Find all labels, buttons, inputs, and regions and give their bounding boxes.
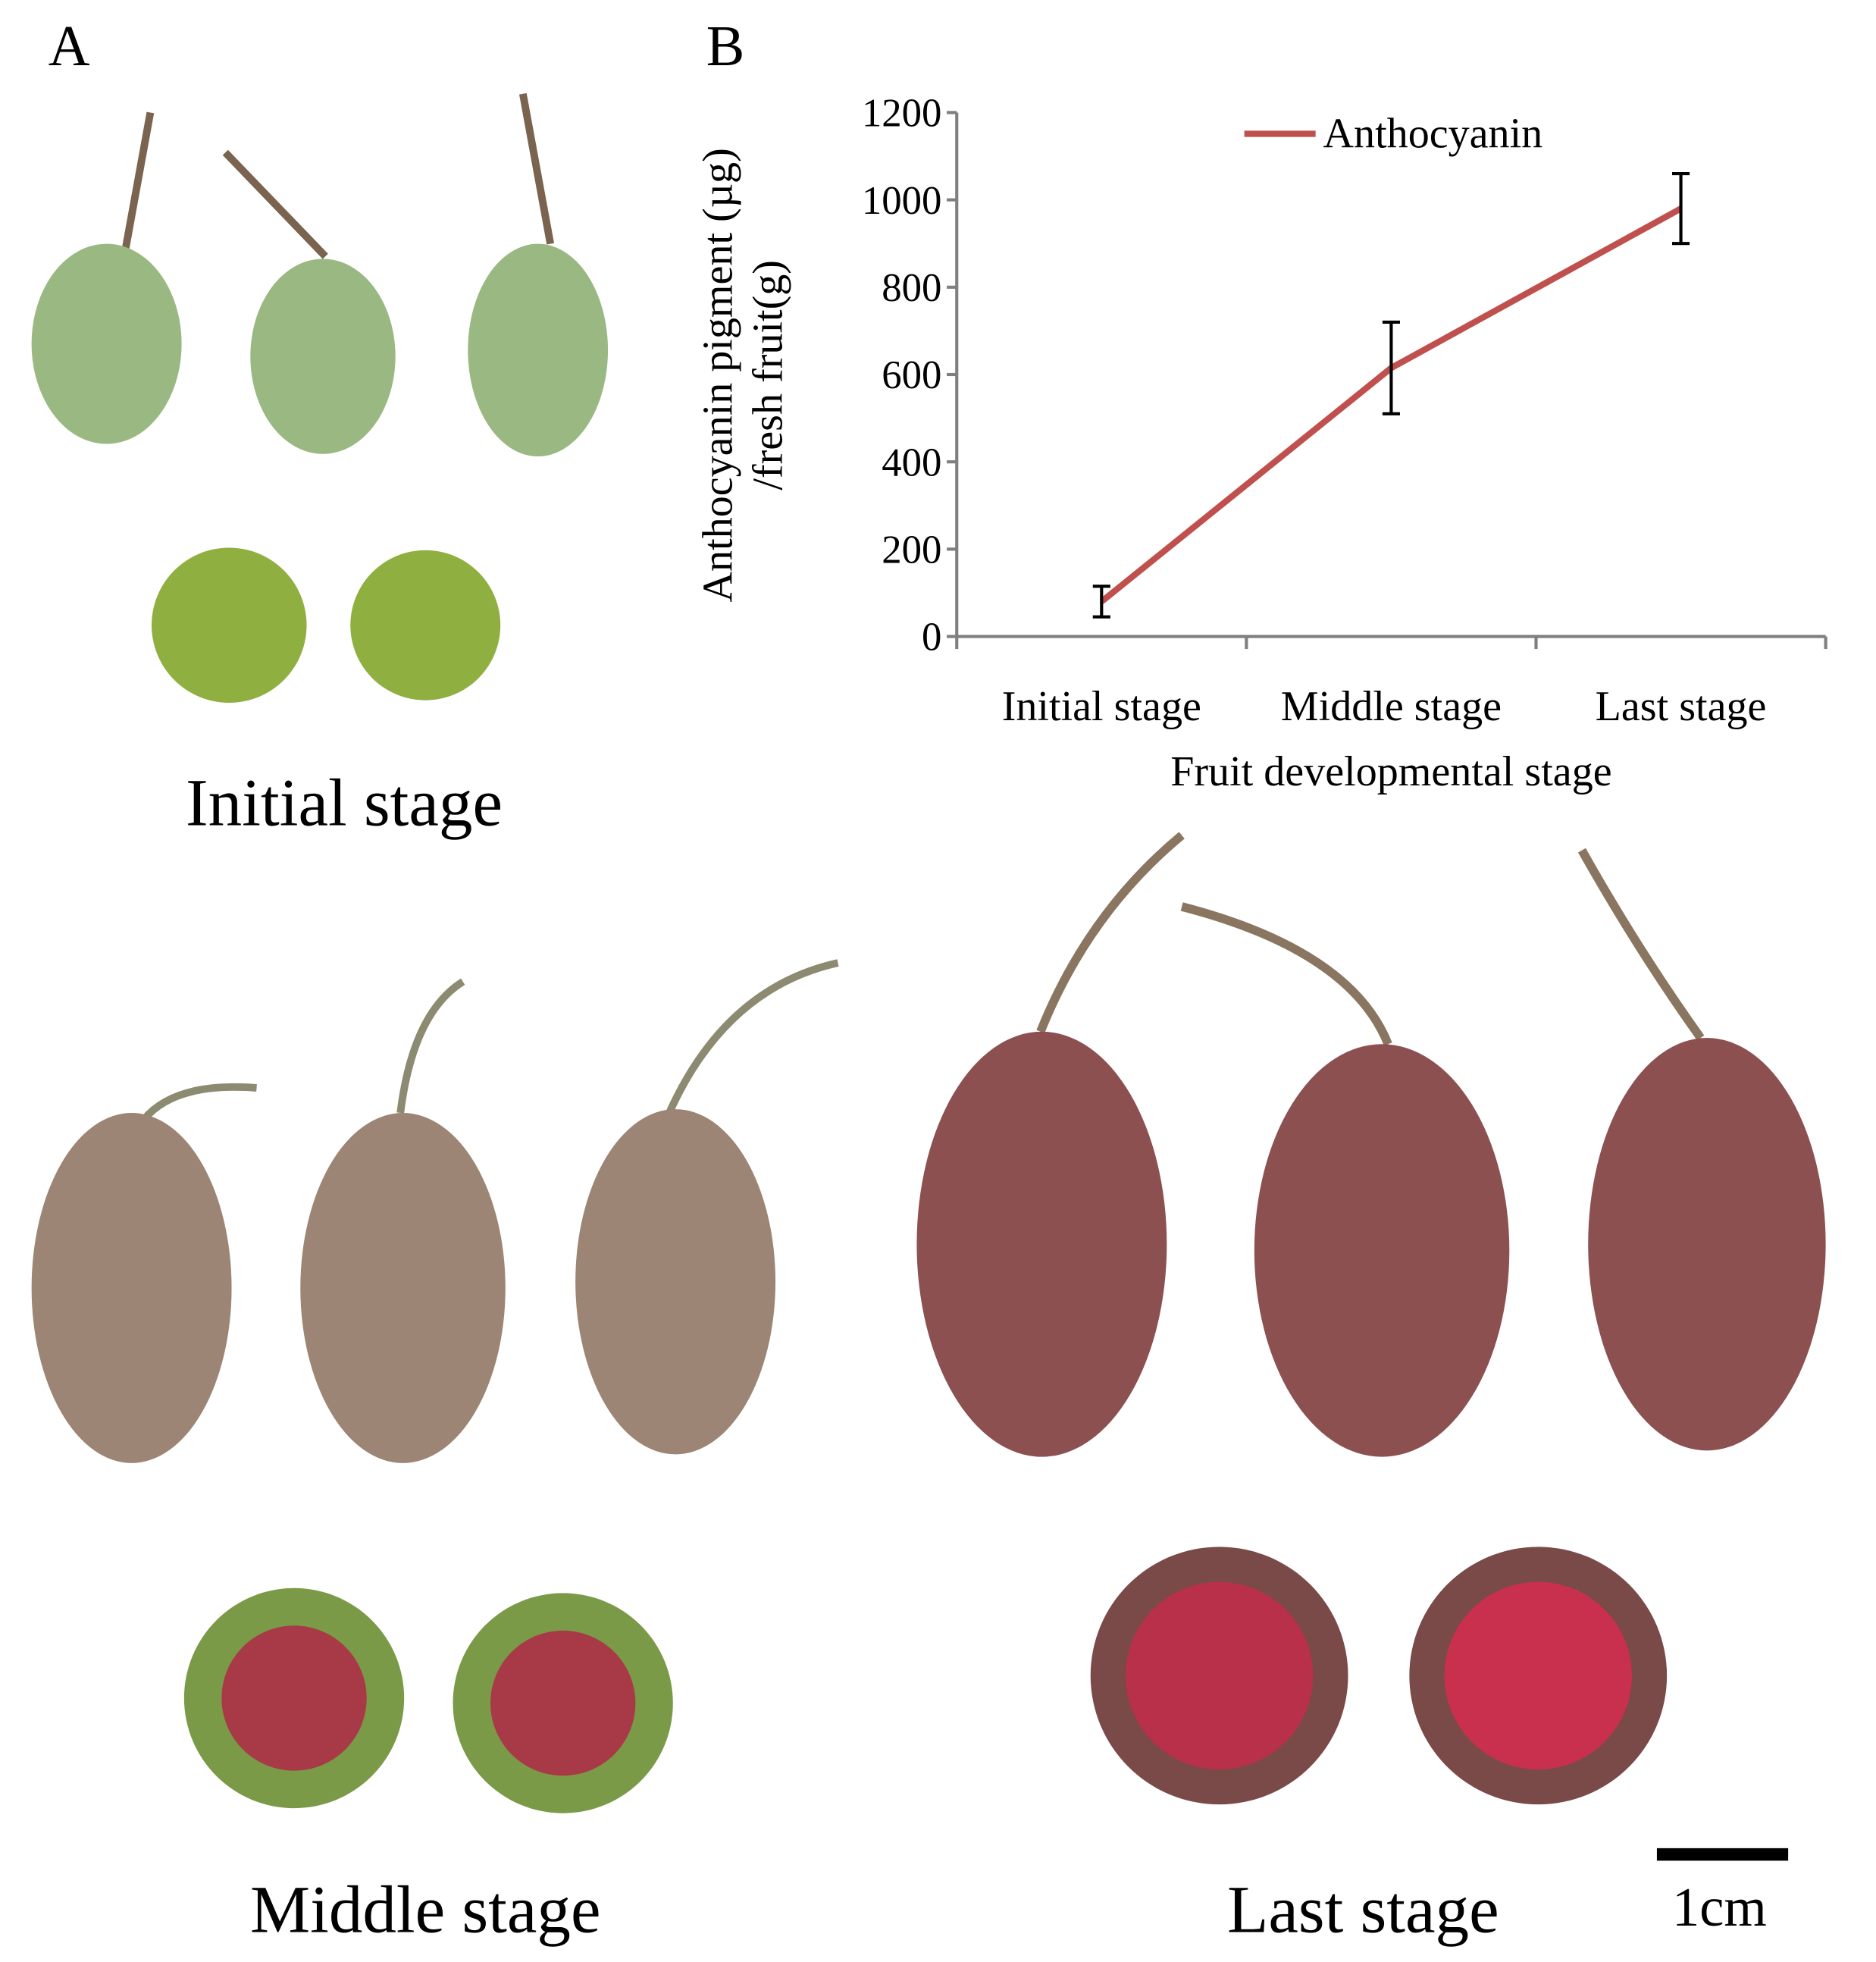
x-tick-label: Initial stage	[1002, 683, 1201, 730]
x-tick-label: Last stage	[1596, 683, 1767, 730]
middle-fruits	[141, 959, 839, 1122]
y-tick-label: 200	[882, 528, 941, 572]
x-axis-label: Fruit developmental stage	[1170, 748, 1611, 795]
y-tick-label: 0	[922, 616, 941, 660]
photo-caption: Middle stage	[250, 1873, 601, 1947]
x-tick-label: Middle stage	[1281, 683, 1502, 730]
last-fruits	[1036, 832, 1705, 1046]
y-axis-label: /fresh fruit(g)	[744, 260, 791, 490]
initial-fruits	[31, 243, 609, 703]
scale-label: 1cm	[1672, 1876, 1767, 1938]
photo-caption: Last stage	[1227, 1873, 1499, 1947]
legend-label: Anthocyanin	[1323, 111, 1543, 158]
y-axis-label: Anthocyanin pigment (µg)	[694, 148, 741, 602]
photo-caption: Initial stage	[186, 766, 503, 841]
y-tick-label: 800	[882, 266, 941, 310]
last-fruits	[916, 1031, 1826, 1805]
y-tick-label: 400	[882, 440, 941, 484]
panel-label: A	[49, 14, 90, 78]
initial-fruits	[121, 92, 555, 259]
y-tick-label: 1000	[862, 179, 942, 223]
y-tick-label: 600	[882, 353, 941, 397]
middle-fruits	[31, 1109, 776, 1813]
panel-label: B	[706, 14, 745, 78]
y-tick-label: 1200	[862, 92, 942, 136]
